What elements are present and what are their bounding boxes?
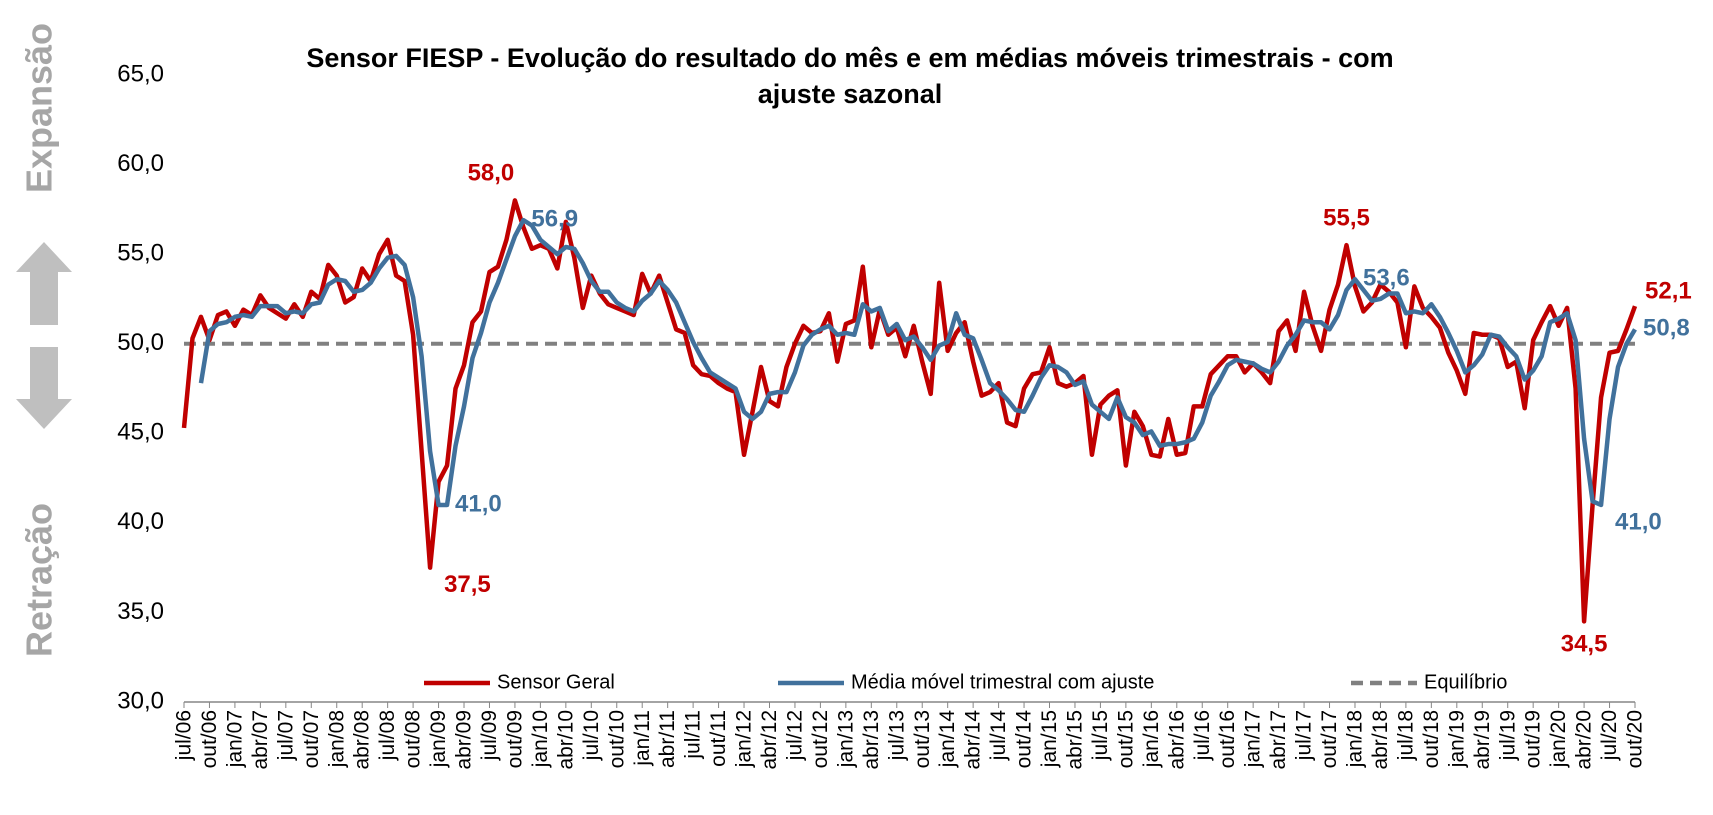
- legend-label: Média móvel trimestral com ajuste: [851, 671, 1154, 693]
- x-tick-label: jul/13: [885, 710, 908, 761]
- x-tick-label: out/13: [911, 710, 934, 768]
- data-label: 50,8: [1643, 315, 1690, 342]
- x-tick-label: jul/06: [173, 710, 196, 761]
- side-label: Expansão: [19, 23, 60, 193]
- x-tick-label: out/07: [300, 710, 323, 768]
- legend-label: Equilíbrio: [1424, 671, 1507, 693]
- x-tick-label: jan/11: [631, 710, 654, 767]
- x-tick-label: abr/13: [860, 710, 883, 770]
- legend-label: Sensor Geral: [497, 671, 615, 693]
- x-tick-label: jul/09: [478, 710, 501, 761]
- x-tick-label: jan/13: [834, 710, 857, 768]
- x-tick-label: abr/20: [1573, 710, 1596, 770]
- data-label: 58,0: [468, 160, 515, 187]
- x-tick-label: jan/10: [529, 710, 552, 768]
- x-tick-label: jan/09: [427, 710, 450, 768]
- x-tick-label: jul/12: [783, 710, 806, 761]
- x-tick-label: jul/14: [987, 710, 1010, 762]
- x-tick-label: out/20: [1624, 710, 1647, 768]
- x-tick-label: out/08: [402, 710, 425, 768]
- x-tick-label: abr/07: [249, 710, 272, 770]
- x-tick-label: abr/19: [1471, 710, 1494, 770]
- x-tick-label: jul/18: [1394, 710, 1417, 761]
- x-tick-label: jan/07: [223, 710, 246, 768]
- x-tick-label: abr/15: [1064, 710, 1087, 770]
- data-label: 53,6: [1363, 265, 1410, 292]
- x-tick-label: jul/11: [682, 710, 705, 760]
- series-line: [181, 198, 1638, 624]
- x-tick-label: jul/17: [1293, 710, 1316, 761]
- series-line: [198, 217, 1637, 508]
- x-tick-label: out/06: [198, 710, 221, 768]
- x-tick-label: abr/17: [1267, 710, 1290, 770]
- x-tick-label: jul/16: [1191, 710, 1214, 761]
- x-tick-label: jan/12: [733, 710, 756, 768]
- x-tick-label: jul/20: [1598, 710, 1621, 761]
- down-arrow: [16, 347, 72, 429]
- x-tick-label: jan/19: [1445, 710, 1468, 768]
- x-tick-label: out/16: [1216, 710, 1239, 768]
- x-tick-label: out/14: [1013, 710, 1036, 769]
- x-tick-label: jan/20: [1547, 710, 1570, 768]
- y-tick-label: 35,0: [117, 598, 164, 625]
- x-tick-label: out/15: [1114, 710, 1137, 768]
- x-tick-label: out/11: [707, 710, 730, 767]
- x-tick-label: abr/11: [656, 710, 679, 768]
- x-tick-label: out/12: [809, 710, 832, 768]
- x-tick-label: out/09: [503, 710, 526, 768]
- x-tick-label: jul/07: [274, 710, 297, 761]
- data-label: 41,0: [1615, 508, 1662, 535]
- x-tick-label: jul/08: [376, 710, 399, 761]
- x-tick-label: abr/10: [554, 710, 577, 770]
- data-label: 56,9: [531, 205, 578, 232]
- x-tick-label: abr/09: [453, 710, 476, 770]
- data-label: 41,0: [455, 490, 502, 517]
- data-label: 34,5: [1561, 631, 1608, 658]
- y-tick-label: 30,0: [117, 687, 164, 714]
- x-tick-label: abr/08: [351, 710, 374, 770]
- x-tick-label: out/10: [605, 710, 628, 768]
- up-arrow: [16, 242, 72, 325]
- data-label: 37,5: [444, 571, 491, 598]
- y-tick-label: 60,0: [117, 150, 164, 177]
- side-label: Retração: [19, 503, 60, 657]
- x-tick-label: out/18: [1420, 710, 1443, 768]
- x-tick-label: abr/18: [1369, 710, 1392, 770]
- y-tick-label: 45,0: [117, 419, 164, 446]
- y-tick-label: 40,0: [117, 508, 164, 535]
- x-tick-label: jul/10: [580, 710, 603, 761]
- data-label: 55,5: [1323, 205, 1370, 232]
- chart-title: Sensor FIESP - Evolução do resultado do …: [306, 43, 1394, 109]
- x-tick-label: out/17: [1318, 710, 1341, 768]
- x-tick-label: jul/15: [1089, 710, 1112, 761]
- data-label: 52,1: [1645, 277, 1692, 304]
- x-tick-label: abr/16: [1165, 710, 1188, 770]
- x-tick-label: jan/15: [1038, 710, 1061, 768]
- x-tick-label: abr/14: [962, 710, 985, 770]
- y-tick-label: 55,0: [117, 239, 164, 266]
- x-tick-label: jan/17: [1242, 710, 1265, 768]
- x-tick-label: jan/18: [1344, 710, 1367, 768]
- x-tick-label: jan/08: [325, 710, 348, 768]
- x-tick-label: jan/16: [1140, 710, 1163, 768]
- y-tick-label: 50,0: [117, 329, 164, 356]
- x-tick-label: out/19: [1522, 710, 1545, 768]
- y-tick-label: 65,0: [117, 60, 164, 87]
- x-tick-label: jul/19: [1496, 710, 1519, 761]
- x-tick-label: jan/14: [936, 710, 959, 769]
- x-tick-label: abr/12: [758, 710, 781, 770]
